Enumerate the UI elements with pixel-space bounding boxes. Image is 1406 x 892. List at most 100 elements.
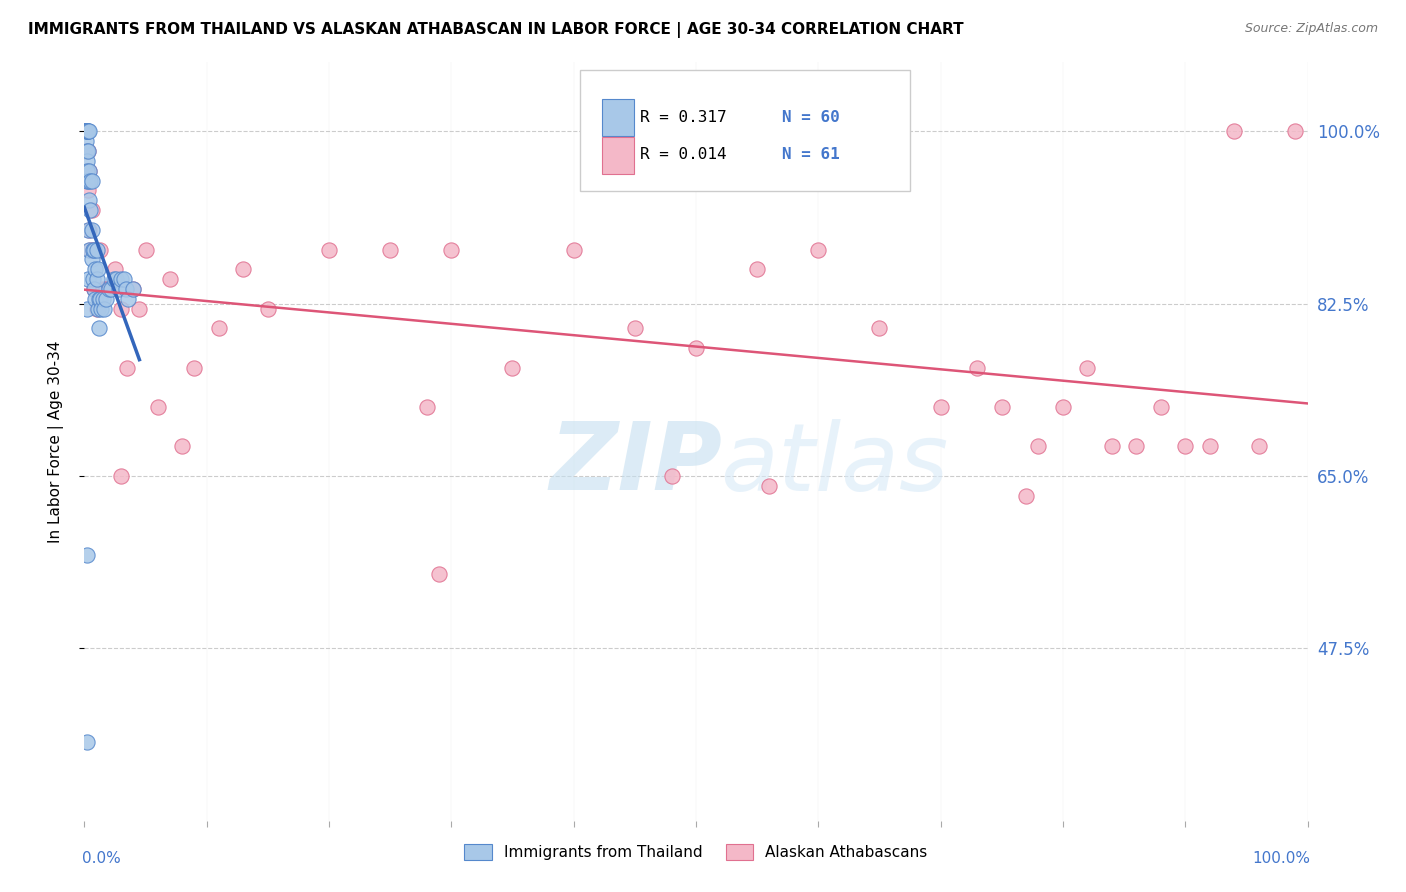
Point	[77, 223, 100, 237]
Point	[96, 292, 118, 306]
Point	[685, 341, 707, 355]
Point	[77, 163, 100, 178]
Point	[110, 301, 132, 316]
Point	[76, 124, 98, 138]
Point	[77, 173, 100, 187]
Point	[75, 134, 97, 148]
Point	[91, 292, 114, 306]
Point	[76, 548, 98, 562]
Point	[75, 124, 97, 138]
Point	[90, 301, 112, 316]
Text: Source: ZipAtlas.com: Source: ZipAtlas.com	[1244, 22, 1378, 36]
Point	[87, 262, 110, 277]
Point	[232, 262, 254, 277]
Point	[502, 360, 524, 375]
Point	[97, 282, 120, 296]
Point	[257, 301, 280, 316]
Point	[427, 567, 450, 582]
Point	[416, 400, 439, 414]
Point	[747, 262, 769, 277]
Point	[77, 194, 100, 208]
Point	[77, 243, 100, 257]
Point	[76, 735, 98, 749]
Legend: Immigrants from Thailand, Alaskan Athabascans: Immigrants from Thailand, Alaskan Athaba…	[458, 838, 934, 866]
Point	[758, 479, 780, 493]
Point	[77, 272, 100, 286]
Point	[76, 124, 98, 138]
Text: atlas: atlas	[720, 418, 949, 510]
Point	[97, 282, 120, 296]
Text: ZIP: ZIP	[550, 418, 723, 510]
Point	[77, 124, 100, 138]
Point	[89, 292, 111, 306]
Point	[869, 321, 891, 335]
Point	[122, 282, 145, 296]
Point	[80, 223, 103, 237]
Point	[117, 292, 139, 306]
Point	[104, 262, 127, 277]
Text: R = 0.317: R = 0.317	[640, 110, 727, 125]
Point	[83, 282, 105, 296]
Point	[380, 243, 402, 257]
Point	[77, 163, 100, 178]
Point	[87, 301, 110, 316]
Text: R = 0.014: R = 0.014	[640, 147, 727, 162]
Point	[83, 282, 105, 296]
Point	[86, 272, 108, 286]
Point	[1028, 440, 1050, 454]
Point	[76, 163, 98, 178]
Point	[107, 282, 129, 296]
Point	[96, 282, 118, 296]
Point	[75, 144, 97, 158]
Point	[77, 144, 100, 158]
Y-axis label: In Labor Force | Age 30-34: In Labor Force | Age 30-34	[48, 340, 63, 543]
Point	[159, 272, 181, 286]
Point	[76, 153, 98, 168]
Point	[1247, 440, 1270, 454]
Point	[103, 272, 125, 286]
Point	[128, 301, 150, 316]
Point	[75, 124, 97, 138]
Point	[110, 469, 132, 483]
Point	[105, 272, 128, 286]
Point	[75, 124, 97, 138]
Point	[1150, 400, 1173, 414]
Point	[80, 173, 103, 187]
Point	[1284, 124, 1306, 138]
Text: N = 61: N = 61	[782, 147, 839, 162]
Point	[77, 144, 100, 158]
Point	[76, 144, 98, 158]
Point	[86, 301, 108, 316]
Point	[1101, 440, 1123, 454]
Point	[208, 321, 231, 335]
Point	[89, 243, 111, 257]
Point	[93, 301, 115, 316]
Point	[87, 321, 110, 335]
Point	[1076, 360, 1098, 375]
Point	[82, 243, 104, 257]
Point	[1125, 440, 1147, 454]
Point	[135, 243, 157, 257]
Point	[77, 184, 100, 198]
Text: IMMIGRANTS FROM THAILAND VS ALASKAN ATHABASCAN IN LABOR FORCE | AGE 30-34 CORREL: IMMIGRANTS FROM THAILAND VS ALASKAN ATHA…	[28, 22, 963, 38]
Point	[1223, 124, 1246, 138]
Point	[1198, 440, 1220, 454]
Point	[80, 203, 103, 218]
Point	[82, 272, 104, 286]
Point	[624, 321, 647, 335]
Point	[661, 469, 683, 483]
Point	[75, 124, 97, 138]
Point	[115, 282, 138, 296]
Point	[100, 282, 122, 296]
Point	[79, 203, 101, 218]
Point	[122, 282, 145, 296]
Point	[75, 124, 97, 138]
Text: 0.0%: 0.0%	[82, 851, 121, 866]
Point	[76, 173, 98, 187]
Point	[1052, 400, 1074, 414]
FancyBboxPatch shape	[602, 99, 634, 136]
FancyBboxPatch shape	[579, 70, 910, 191]
Point	[1015, 489, 1038, 503]
Point	[110, 272, 132, 286]
Point	[79, 173, 101, 187]
